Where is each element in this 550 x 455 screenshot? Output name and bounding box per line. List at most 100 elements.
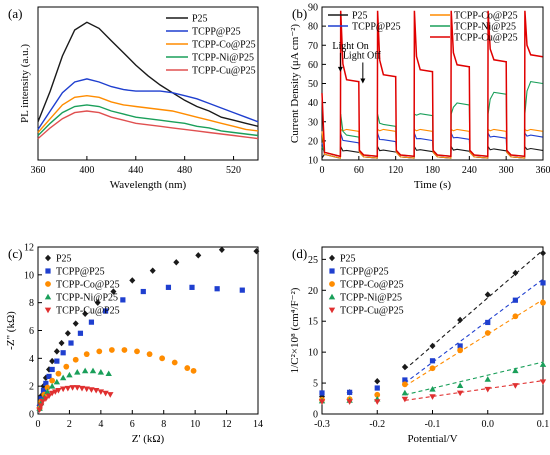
panel-d-data-point xyxy=(456,390,464,397)
panel-d-data-point xyxy=(429,342,436,350)
panel-b-legend-label: P25 xyxy=(352,11,368,22)
panel-b-ytick-label: 40 xyxy=(308,98,318,109)
panel-c-data-point xyxy=(83,351,90,358)
panel-c-data-point xyxy=(68,340,74,346)
panel-d-data-point xyxy=(485,319,491,326)
panel-d-legend-label: TCPP-Ni@P25 xyxy=(340,293,402,304)
panel-c-legend-marker xyxy=(44,307,52,314)
panel-a-xtick-label: 360 xyxy=(31,165,46,176)
panel-c-data-point xyxy=(72,356,79,363)
panel-d-data-point xyxy=(512,269,519,277)
panel-c-legend-marker xyxy=(45,268,51,274)
panel-c-legend-label: TCPP@P25 xyxy=(56,267,105,278)
panel-d-data-point xyxy=(429,365,436,372)
panel-c-data-point xyxy=(49,366,55,373)
panel-c-data-point xyxy=(97,369,105,375)
panel-d-axes: -0.3 -0.2 -0.1 0.0 0.1 0 5 10 15 20 25 Potential/V 1… xyxy=(289,246,549,445)
panel-d-ytick-label: 15 xyxy=(308,317,318,328)
panel-c-data-point xyxy=(253,247,260,255)
panel-c-data-point xyxy=(40,387,47,393)
panel-d-data-point xyxy=(347,389,353,395)
panel-d-legend-marker xyxy=(328,293,336,300)
panel-c-xtick-label: 0 xyxy=(36,419,41,430)
panel-c-data-point xyxy=(36,407,43,414)
panel-d-xtick-label: 0.0 xyxy=(482,419,495,430)
panel-c-label: (c) xyxy=(8,246,22,261)
panel-d-data-point xyxy=(319,390,325,396)
panel-c-data-point xyxy=(134,348,140,355)
panel-b-ytick-label: 70 xyxy=(308,41,318,52)
panel-d-data-point xyxy=(484,291,491,298)
panel-d-data-point xyxy=(402,377,408,383)
panel-c-xtick-label: 4 xyxy=(98,419,103,430)
panel-d-data-point xyxy=(484,386,491,393)
panel-c-legend-marker xyxy=(45,281,51,287)
panel-d-legend-label: P25 xyxy=(340,254,356,265)
panel-c-data-point xyxy=(239,287,245,293)
panel-d-data-point xyxy=(401,396,409,403)
panel-c-data-point xyxy=(49,377,56,384)
panel-c-legend-label: TCPP-Cu@P25 xyxy=(56,306,120,317)
panel-c-xtick-label: 10 xyxy=(190,419,200,430)
panel-b-xtick-label: 180 xyxy=(425,165,440,176)
panel-c-ytick-label: 12 xyxy=(24,243,34,254)
panel-c-data-point xyxy=(108,347,115,353)
panel-d-data-point xyxy=(540,249,546,257)
panel-b-ytick-label: 20 xyxy=(308,136,318,147)
panel-b-xtick-label: 120 xyxy=(388,165,403,176)
panel-a-xtick-label: 400 xyxy=(79,165,94,176)
panel-c-data-point xyxy=(55,370,62,377)
panel-a-series-line xyxy=(37,21,259,127)
panel-c-data-point xyxy=(184,365,191,371)
panel-d-fit-line xyxy=(404,361,544,396)
panel-c-ytick-label: 6 xyxy=(29,326,34,337)
panel-d-label: (d) xyxy=(292,246,307,261)
panel-c-data-point xyxy=(60,350,66,356)
panel-d-data-point xyxy=(540,299,546,306)
panel-d-data-point xyxy=(484,330,491,336)
panel-c-data-point xyxy=(66,371,73,378)
panel-c-data-point xyxy=(159,355,166,362)
panel-b-ylabel: Current Density (μA cm⁻²) xyxy=(289,24,301,144)
panel-c-data-point xyxy=(189,284,195,290)
panel-c-legend-label: TCPP-Co@P25 xyxy=(56,280,120,291)
panel-c-data-point xyxy=(218,246,225,253)
panel-b-axes: 0 60 120 180 240 300 360 10 20 30 40 50 60 70 80 90 Time… xyxy=(289,3,550,192)
panel-b-legend-label: TCPP-Co@P25 xyxy=(454,11,518,22)
panel-c-data-point xyxy=(82,310,89,317)
panel-b-xtick-label: 240 xyxy=(462,165,477,176)
panel-d-data-point xyxy=(457,347,464,354)
panel-b-ytick-label: 10 xyxy=(308,156,318,167)
panel-d-ytick-label: 20 xyxy=(308,286,318,297)
panel-c-data-point xyxy=(88,387,95,393)
panel-c-data-point xyxy=(78,385,86,392)
panel-a-legend-label: TCPP-Ni@P25 xyxy=(192,53,254,64)
panel-a-xtick-label: 440 xyxy=(128,165,143,176)
panel-b-legend-label: TCPP-Cu@P25 xyxy=(454,33,518,44)
panel-c-data-point xyxy=(64,330,71,337)
panel-d-xlabel: Potential/V xyxy=(407,433,457,445)
panel-a-series-line xyxy=(37,104,259,137)
panel-b-ytick-label: 30 xyxy=(308,117,318,128)
panel-b-series-line xyxy=(321,10,543,157)
panel-c-data-point xyxy=(94,299,101,306)
panel-a-axes: 360 400 440 480 520 Wavelength (nm) PL intensi… xyxy=(19,6,259,191)
panel-d-legend-label: TCPP-Cu@P25 xyxy=(340,306,404,317)
panel-c-ytick-label: 10 xyxy=(24,270,34,281)
panel-a-legend-label: TCPP-Co@P25 xyxy=(192,40,256,51)
panel-c-data-point xyxy=(89,367,97,374)
panel-c-axes: 0 2 4 6 8 10 12 14 0 2 4 6 8 10 12 Z' (kΩ) -Z" (kΩ) P25 TC… xyxy=(5,243,263,446)
panel-d-data-point xyxy=(484,376,491,382)
panel-b-xtick-label: 360 xyxy=(536,165,550,176)
panel-b-legend-label: TCPP-Ni@P25 xyxy=(454,22,516,33)
panel-c-data-point xyxy=(171,359,178,366)
panel-c-legend-label: P25 xyxy=(56,254,72,265)
panel-d-ytick-label: 0 xyxy=(313,410,318,421)
panel-d-data-point xyxy=(429,394,436,400)
panel-c-xtick-label: 6 xyxy=(130,419,135,430)
panel-b-xlabel: Time (s) xyxy=(414,179,452,191)
panel-d-data-point xyxy=(401,363,408,371)
panel-d-legend-label: TCPP@P25 xyxy=(340,267,389,278)
